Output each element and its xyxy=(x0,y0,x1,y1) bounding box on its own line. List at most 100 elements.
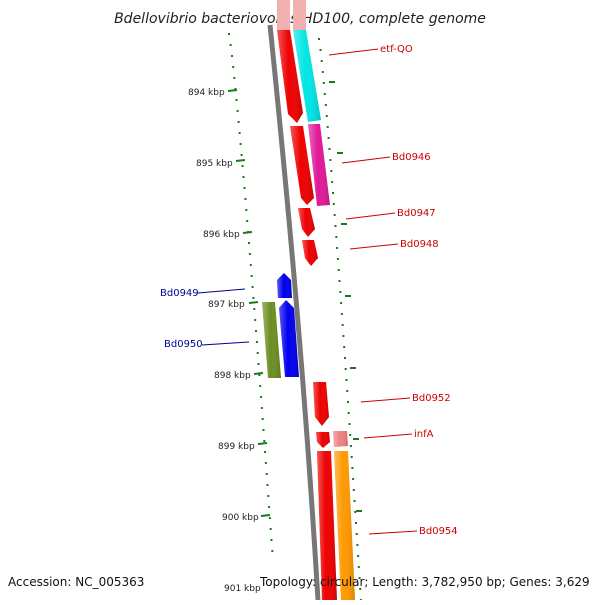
gene-label-bd0952[interactable]: Bd0952 xyxy=(412,393,451,404)
scale-tick-label: 900 kbp xyxy=(222,513,259,523)
scale-dot-rings xyxy=(228,33,362,601)
scale-dot xyxy=(342,335,345,337)
scale-dot xyxy=(348,423,351,425)
scale-dot xyxy=(324,104,327,106)
scale-dot xyxy=(263,440,266,442)
scale-dot xyxy=(354,511,357,513)
scale-dot xyxy=(269,528,272,530)
scale-dot xyxy=(255,330,257,332)
scale-dot xyxy=(355,533,358,535)
scale-dot xyxy=(332,203,335,205)
scale-dot xyxy=(327,137,330,139)
scale-dot xyxy=(250,275,253,277)
reverse-strand-genes xyxy=(262,273,299,378)
gene-label-bd0949[interactable]: Bd0949 xyxy=(160,288,199,299)
scale-tick-label: 899 kbp xyxy=(218,442,255,452)
scale-dot xyxy=(240,154,243,156)
scale-dot xyxy=(349,445,352,447)
scale-dot xyxy=(239,143,242,145)
scale-dot xyxy=(320,60,323,62)
scale-dot xyxy=(228,33,230,35)
scale-dot xyxy=(245,209,248,211)
topology-text: Topology: circular; Length: 3,782,950 bp… xyxy=(259,575,590,589)
gene-label-bd0948[interactable]: Bd0948 xyxy=(400,239,439,250)
scale-dot xyxy=(268,506,271,508)
scale-dot xyxy=(355,522,357,524)
scale-tick xyxy=(257,442,268,445)
scale-tick-label: 897 kbp xyxy=(208,300,245,310)
scale-dot xyxy=(323,93,326,95)
scale-dot xyxy=(235,99,238,101)
gene-label-bd0954[interactable]: Bd0954 xyxy=(419,526,458,537)
scale-dot xyxy=(270,539,273,541)
scale-dot xyxy=(359,588,362,590)
scale-dot xyxy=(357,566,360,568)
scale-dot xyxy=(248,242,250,244)
scale-dot xyxy=(345,379,348,381)
scale-dot xyxy=(266,484,269,486)
scale-dot xyxy=(346,390,349,392)
scale-dot xyxy=(337,269,340,271)
accession-text: Accession: NC_005363 xyxy=(8,575,144,589)
genome-backbone xyxy=(267,24,321,601)
scale-dot xyxy=(252,297,255,299)
scale-dot xyxy=(349,434,352,436)
scale-dot xyxy=(347,412,350,414)
scale-dot xyxy=(329,159,332,161)
scale-dot xyxy=(233,77,236,79)
scale-dot xyxy=(264,451,267,453)
scale-dot xyxy=(340,313,343,315)
scale-dot xyxy=(321,71,324,73)
scale-dot xyxy=(336,247,339,249)
scale-dot xyxy=(339,291,342,293)
gene-label-etf-qo[interactable]: etf-QO xyxy=(380,44,413,55)
scale-dot xyxy=(267,495,270,497)
scale-dot xyxy=(237,121,240,123)
scale-dot xyxy=(271,550,274,552)
gene-label-bd0947[interactable]: Bd0947 xyxy=(397,208,436,219)
scale-dot xyxy=(322,82,325,84)
scale-tick-label: 895 kbp xyxy=(196,159,233,169)
scale-dot xyxy=(334,225,337,227)
inner-tick-marks xyxy=(329,81,362,512)
scale-dot xyxy=(268,517,271,519)
scale-dot xyxy=(236,110,239,112)
scale-dot xyxy=(325,115,328,117)
scale-dot xyxy=(356,544,359,546)
gene-label-bd0950[interactable]: Bd0950 xyxy=(164,339,203,350)
scale-dot xyxy=(231,55,233,57)
scale-dot xyxy=(341,324,344,326)
scale-dot xyxy=(251,286,254,288)
scale-dot xyxy=(326,126,329,128)
scale-dot xyxy=(333,214,336,216)
scale-dot xyxy=(242,176,245,178)
scale-dot xyxy=(343,346,346,348)
gene-label-bd0946[interactable]: Bd0946 xyxy=(392,152,431,163)
scale-dot xyxy=(344,357,346,359)
scale-dot xyxy=(328,148,331,150)
scale-tick xyxy=(260,514,271,517)
scale-ticks: 894 kbp 895 kbp 896 kbp 897 kbp 898 kbp … xyxy=(188,88,271,594)
scale-dot xyxy=(262,429,265,431)
scale-dot xyxy=(259,385,262,387)
scale-dot xyxy=(260,396,263,398)
scale-tick xyxy=(235,159,246,162)
scale-dot xyxy=(357,555,360,557)
scale-tick xyxy=(242,231,253,234)
scale-tick xyxy=(253,372,264,375)
scale-tick-label: 894 kbp xyxy=(188,88,225,98)
scale-tick xyxy=(248,301,259,304)
scale-dot xyxy=(352,489,355,491)
scale-dot xyxy=(257,363,260,365)
scale-dot xyxy=(332,192,334,194)
scale-dot xyxy=(350,456,353,458)
scale-tick-label: 896 kbp xyxy=(203,230,240,240)
scale-dot xyxy=(248,253,251,255)
gene-labels: etf-QO Bd0946 Bd0947 Bd0948 Bd0949 Bd095… xyxy=(160,44,458,537)
scale-tick-label: 901 kbp xyxy=(224,584,261,594)
scale-dot xyxy=(340,302,343,304)
gene-label-infa[interactable]: infA xyxy=(414,429,434,440)
scale-dot xyxy=(229,44,232,46)
